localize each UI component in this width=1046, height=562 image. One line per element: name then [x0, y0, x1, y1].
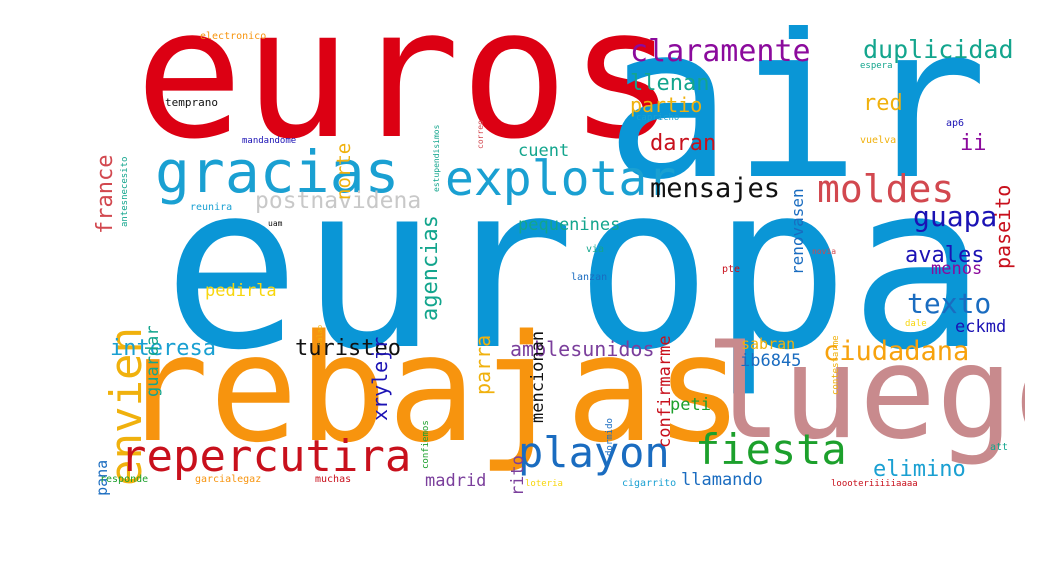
word: llenan: [630, 71, 710, 96]
word: dale: [905, 319, 927, 329]
word: euros: [135, 25, 677, 179]
word: avales: [905, 243, 985, 268]
word: rebajas: [120, 303, 744, 475]
word: claramente: [630, 34, 811, 69]
word: ciudadana: [823, 336, 970, 367]
word: dormido: [605, 418, 615, 456]
word: guapa: [913, 200, 998, 233]
word: pedirla: [205, 281, 277, 301]
word: guardar: [143, 325, 163, 397]
word: pte: [722, 264, 741, 275]
word: peti: [670, 395, 711, 415]
word: electronico: [200, 31, 267, 42]
word: pequenines: [518, 215, 621, 235]
word: correo: [476, 120, 485, 149]
word: postnavidena: [255, 188, 422, 214]
word: loooteriiiiiaaaa: [831, 479, 918, 489]
word: garcialegaz: [195, 474, 262, 485]
word: gracias: [155, 138, 400, 206]
word: ii: [960, 131, 987, 156]
word: novia: [812, 247, 837, 256]
word: mandandome: [242, 136, 297, 146]
word: amblesunidos: [510, 337, 655, 361]
word: reunira: [190, 202, 233, 213]
word: air: [605, 25, 988, 226]
word: explotar: [445, 151, 677, 207]
word: europa: [163, 134, 987, 400]
word: xrylejr: [368, 336, 392, 421]
word: menos: [931, 259, 983, 279]
word: turisteo: [295, 336, 401, 361]
word: renovasen: [788, 188, 807, 275]
word: att: [990, 442, 1009, 453]
word: responde: [100, 474, 149, 485]
word: capricho: [636, 113, 680, 123]
word: llamando: [681, 470, 763, 490]
word: partio: [630, 93, 703, 117]
word: estupendisimos: [432, 124, 441, 192]
word: repercutira: [120, 431, 412, 482]
word: antesnecesito: [120, 156, 130, 227]
word: eckmd: [955, 317, 1007, 337]
word: favorito: [508, 455, 528, 495]
word: uam: [268, 219, 283, 228]
word: norte: [333, 142, 355, 200]
word: confiemos: [421, 420, 431, 469]
word: interesa: [110, 336, 216, 361]
word: paseito: [991, 184, 1015, 269]
word: madrid: [425, 471, 487, 491]
word: sabran: [741, 335, 796, 353]
word: loteria: [525, 479, 563, 489]
word: parra: [471, 334, 495, 395]
word: confirmarme: [655, 335, 675, 448]
word: muchas: [315, 474, 352, 485]
word: vuelva: [860, 135, 897, 146]
word: temprano: [165, 96, 218, 109]
word: lanzan: [571, 272, 608, 283]
word: elimino: [873, 457, 966, 482]
word-cloud: euros air europa rebajas luego gracias e…: [95, 25, 1025, 495]
word: texto: [907, 287, 992, 320]
word: contestarme: [831, 335, 841, 395]
word: playon: [518, 428, 670, 477]
word: red: [863, 91, 903, 116]
word: cuent: [518, 141, 570, 161]
word: via: [586, 244, 605, 255]
word: espera: [860, 61, 893, 71]
word: fiesta: [695, 425, 847, 474]
word: moldes: [817, 167, 955, 211]
word: ap6: [946, 118, 965, 129]
word: france: [95, 154, 118, 234]
word: daran: [650, 131, 717, 156]
word: duplicidad: [863, 35, 1014, 64]
word: mencionan: [528, 330, 548, 423]
word: mensajes: [650, 173, 781, 204]
word: salao: [316, 324, 324, 346]
word: agencias: [418, 215, 443, 321]
word: luego: [705, 319, 1025, 468]
word: ib6845: [740, 351, 802, 371]
word: cigarrito: [622, 478, 677, 489]
